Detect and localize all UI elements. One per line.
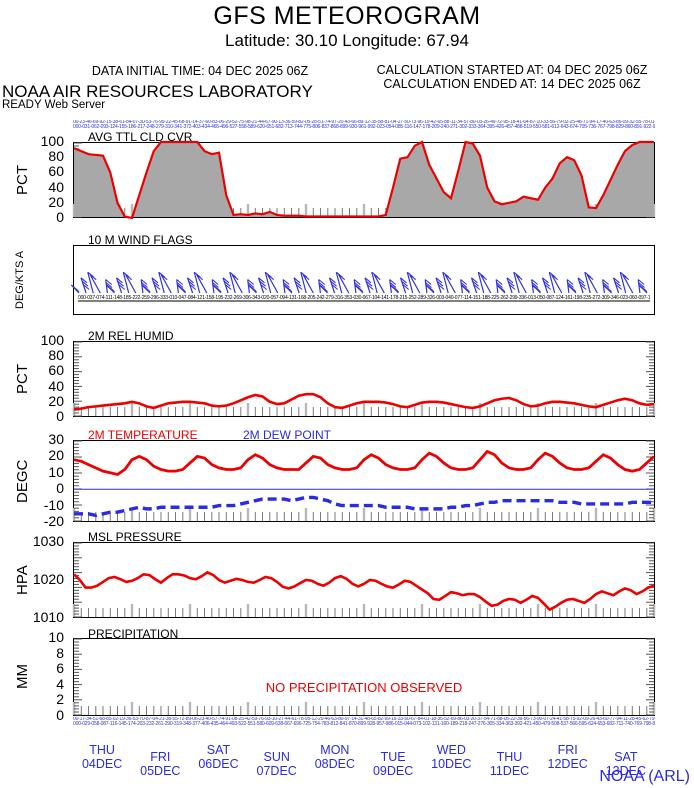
y-tick-temperature-dewpoint: -10 [43,496,64,513]
day-of-week: FRI [150,750,171,764]
calculation-started: CALCULATION STARTED AT: 04 DEC 2025 06Z [376,63,648,77]
y-tick-cloud-cover: 20 [48,193,64,210]
calculation-ended: CALCULATION ENDED AT: 14 DEC 2025 06Z [383,76,641,91]
y-tick-cloud-cover: 100 [40,133,64,149]
y-tick-temperature-dewpoint: 30 [48,431,64,447]
y-tick-temperature-dewpoint: 20 [48,447,64,464]
day-of-week: SAT [206,743,231,757]
server-label: READY Web Server [2,99,106,111]
panel-title-precipitation: PRECIPITATION [88,627,179,641]
day-label-12dec: FRI 12DEC [537,743,599,771]
y-tick-relative-humidity: 60 [48,362,64,379]
coordinates-subtitle: Latitude: 30.10 Longitude: 67.94 [225,31,469,50]
y-tick-cloud-cover: 40 [48,178,64,195]
organization-label: NOAA AIR RESOURCES LABORATORY [2,82,313,101]
day-label-08dec: MON 08DEC [304,743,366,771]
y-tick-relative-humidity: 20 [48,392,64,409]
day-label-10dec: WED 10DEC [420,743,482,771]
day-date: 09DEC [372,763,414,778]
day-label-06dec: SAT 06DEC [188,743,250,771]
y-tick-precipitation: 8 [56,644,64,661]
day-label-04dec: THU 04DEC [71,743,133,771]
upper-label-line-1: 00-23-46-69-92-15-38-61-84-07-30-53-76-9… [73,120,655,125]
y-tick-relative-humidity: 80 [48,347,64,364]
day-label-13dec: SAT 13DEC [595,750,657,778]
calculation-times: CALCULATION STARTED AT: 04 DEC 2025 06Z … [330,63,694,91]
day-date: 07DEC [256,763,297,778]
lower-label-line-2: 000-029-058-087-116-145-174-203-232-261-… [73,721,655,728]
y-tick-precipitation: 10 [48,629,64,645]
day-date: 08DEC [314,756,356,771]
day-label-07dec: SUN 07DEC [246,750,308,778]
y-tick-msl-pressure: 1030 [32,533,64,549]
data-initial-time: DATA INITIAL TIME: 04 DEC 2025 06Z [91,64,309,78]
y-tick-precipitation: 2 [56,691,64,708]
day-label-09dec: TUE 09DEC [362,750,424,778]
day-date: 13DEC [605,763,647,778]
y-tick-precipitation: 6 [56,660,64,677]
day-of-week: SUN [263,750,290,764]
panel-title-temperature-dewpoint-0: 2M TEMPERATURE [88,428,198,442]
panel-title-temperature-dewpoint-1: 2M DEW POINT [243,428,332,442]
y-tick-cloud-cover: 60 [48,163,64,180]
wind-direction-values: 000-037-074-111-148-185-222-259-296-333-… [78,295,650,301]
y-tick-cloud-cover: 80 [48,148,64,165]
panel-title-wind-flags: 10 M WIND FLAGS [88,233,193,247]
upper-data-labels: 00-23-46-69-92-15-38-61-84-07-30-53-76-9… [73,120,655,140]
y-tick-precipitation: 4 [56,675,64,692]
panel-title-cloud-cover: AVG TTL CLD CVR [88,130,193,144]
day-label-11dec: THU 11DEC [479,750,541,778]
day-date: 12DEC [547,756,588,771]
noaa-arl-credit: NOAA (ARL) [599,768,690,785]
day-of-week: WED [436,743,466,757]
day-of-week: SAT [614,750,638,764]
day-date: 10DEC [431,756,472,771]
y-tick-temperature-dewpoint: 0 [56,480,64,497]
day-of-week: TUE [380,750,406,764]
y-tick-relative-humidity: 100 [40,332,64,348]
day-date: 05DEC [140,763,181,778]
page-title: GFS METEOROGRAM [213,2,481,30]
y-tick-msl-pressure: 1020 [32,571,64,587]
day-of-week: THU [89,743,115,757]
y-tick-msl-pressure: 1010 [32,609,64,625]
lower-label-line-1: 00-17-34-51-68-85-02-19-36-53-70-87-04-2… [73,717,655,722]
y-tick-relative-humidity: 40 [48,377,64,394]
panel-title-relative-humidity: 2M REL HUMID [88,329,174,343]
day-date: 06DEC [198,756,239,771]
upper-label-line-2: 000-031-062-093-124-155-186-217-248-279-… [73,124,655,131]
y-tick-relative-humidity: 0 [56,408,64,424]
day-of-week: THU [496,750,523,764]
y-tick-cloud-cover: 0 [56,209,64,225]
panel-title-msl-pressure: MSL PRESSURE [88,530,182,544]
y-tick-temperature-dewpoint: 10 [48,463,64,480]
day-label-05dec: FRI 05DEC [129,750,191,778]
y-tick-temperature-dewpoint: -20 [43,513,64,529]
day-date: 11DEC [489,763,530,778]
no-precipitation-annotation: NO PRECIPITATION OBSERVED [265,680,463,695]
panel-wind-flags [73,245,655,315]
day-of-week: FRI [557,743,578,757]
y-tick-precipitation: 0 [56,707,64,723]
day-date: 04DEC [81,756,123,771]
day-of-week: MON [320,743,350,757]
